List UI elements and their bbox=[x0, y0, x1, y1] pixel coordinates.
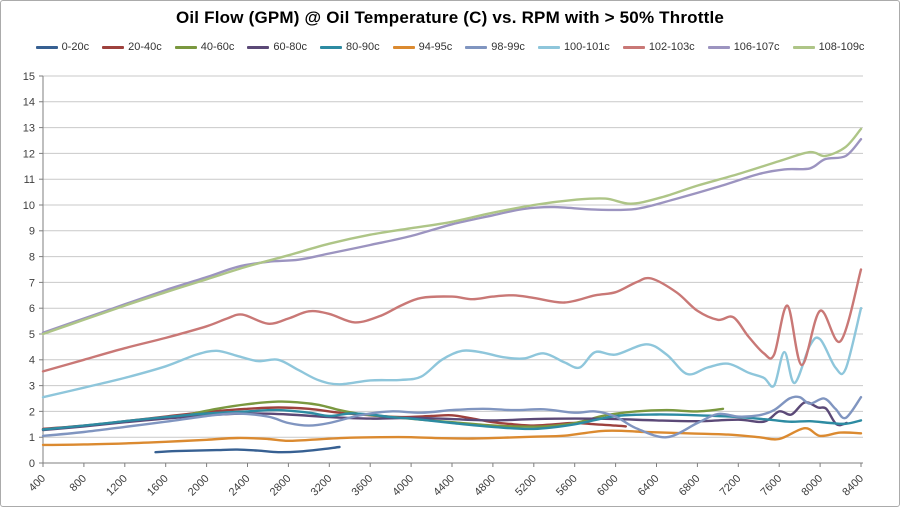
legend-label: 0-20c bbox=[61, 41, 90, 53]
y-tick-label: 4 bbox=[29, 355, 35, 367]
y-tick-label: 5 bbox=[29, 329, 35, 341]
x-tick-label: 400 bbox=[27, 473, 48, 494]
y-tick-label: 7 bbox=[29, 277, 35, 289]
legend-swatch bbox=[792, 45, 815, 49]
x-tick-label: 6000 bbox=[595, 473, 621, 499]
legend-swatch bbox=[707, 45, 730, 49]
x-tick-label: 2000 bbox=[186, 473, 212, 499]
legend-label: 20-40c bbox=[128, 41, 162, 53]
legend-item-20-40c: 20-40c bbox=[102, 41, 162, 53]
y-tick-label: 2 bbox=[29, 406, 35, 418]
y-tick-label: 15 bbox=[23, 71, 35, 83]
series-line-106-107c bbox=[41, 138, 863, 334]
legend-item-100-101c: 100-101c bbox=[537, 41, 610, 53]
series-line-98-99c bbox=[41, 395, 863, 439]
x-tick-label: 7600 bbox=[759, 473, 785, 499]
x-tick-label: 5200 bbox=[513, 473, 539, 499]
legend-label: 98-99c bbox=[491, 41, 525, 53]
legend-item-40-60c: 40-60c bbox=[174, 41, 235, 53]
legend-label: 40-60c bbox=[200, 41, 235, 53]
legend-swatch bbox=[392, 45, 415, 49]
x-tick-label: 2800 bbox=[268, 473, 294, 499]
series-line-80-90c bbox=[41, 408, 863, 431]
x-tick-label: 8000 bbox=[799, 473, 825, 499]
chart-legend: 0-20c 20-40c 40-60c 60-80c 80-90c 94-95c 98-99… bbox=[1, 41, 899, 53]
legend-label: 100-101c bbox=[563, 41, 610, 53]
series-line-102-103c bbox=[41, 268, 863, 373]
x-tick-label: 1200 bbox=[104, 473, 130, 499]
legend-swatch bbox=[35, 45, 58, 49]
x-tick-label: 4400 bbox=[431, 473, 457, 499]
series-line-94-95c bbox=[41, 427, 863, 447]
legend-label: 108-109c bbox=[818, 41, 865, 53]
legend-label: 102-103c bbox=[648, 41, 695, 53]
legend-swatch bbox=[537, 45, 560, 49]
y-tick-label: 10 bbox=[23, 200, 35, 212]
series-line-100-101c bbox=[41, 307, 863, 399]
x-tick-label: 2400 bbox=[227, 473, 253, 499]
legend-label: 80-90c bbox=[346, 41, 380, 53]
legend-label: 94-95c bbox=[418, 41, 453, 53]
y-tick-label: 3 bbox=[29, 380, 35, 392]
y-tick-label: 8 bbox=[29, 251, 35, 263]
legend-item-94-95c: 94-95c bbox=[392, 41, 453, 53]
legend-item-0-20c: 0-20c bbox=[35, 41, 90, 53]
legend-swatch bbox=[320, 45, 343, 49]
x-tick-label: 5600 bbox=[554, 473, 580, 499]
legend-item-102-103c: 102-103c bbox=[622, 41, 695, 53]
legend-swatch bbox=[465, 45, 488, 49]
y-tick-label: 14 bbox=[23, 97, 35, 109]
y-tick-label: 12 bbox=[23, 148, 35, 160]
x-tick-label: 7200 bbox=[718, 473, 744, 499]
legend-item-98-99c: 98-99c bbox=[465, 41, 525, 53]
y-tick-label: 9 bbox=[29, 226, 35, 238]
x-tick-label: 6400 bbox=[636, 473, 662, 499]
y-tick-label: 0 bbox=[29, 458, 35, 470]
legend-item-60-80c: 60-80c bbox=[247, 41, 307, 53]
chart-title: Oil Flow (GPM) @ Oil Temperature (C) vs.… bbox=[175, 8, 725, 27]
legend-label: 106-107c bbox=[733, 41, 780, 53]
series-line-108-109c bbox=[41, 127, 863, 336]
y-tick-label: 13 bbox=[23, 122, 35, 134]
legend-item-108-109c: 108-109c bbox=[792, 41, 865, 53]
x-tick-label: 3600 bbox=[350, 473, 376, 499]
x-tick-label: 6800 bbox=[677, 473, 703, 499]
y-tick-label: 1 bbox=[29, 432, 35, 444]
x-tick-label: 800 bbox=[68, 473, 89, 494]
legend-label: 60-80c bbox=[273, 41, 308, 53]
legend-item-106-107c: 106-107c bbox=[707, 41, 780, 53]
legend-swatch bbox=[174, 45, 197, 49]
series-line-0-20c bbox=[154, 445, 341, 454]
y-tick-label: 6 bbox=[29, 303, 35, 315]
x-tick-label: 8400 bbox=[840, 473, 866, 499]
legend-swatch bbox=[102, 45, 125, 49]
legend-swatch bbox=[622, 45, 645, 49]
x-tick-label: 3200 bbox=[309, 473, 335, 499]
x-tick-label: 1600 bbox=[145, 473, 171, 499]
legend-item-80-90c: 80-90c bbox=[320, 41, 380, 53]
x-tick-label: 4000 bbox=[390, 473, 416, 499]
y-tick-label: 11 bbox=[24, 174, 35, 186]
x-tick-label: 4800 bbox=[472, 473, 498, 499]
legend-swatch bbox=[247, 45, 270, 49]
